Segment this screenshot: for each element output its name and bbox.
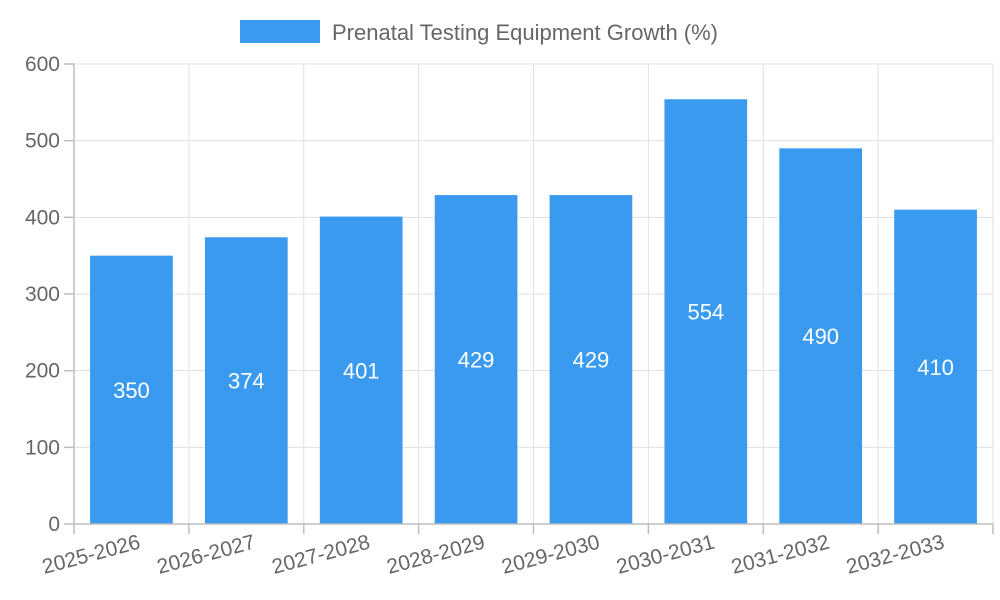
bar-2027-2028	[319, 216, 403, 525]
x-tick-label: 2032-2033	[844, 531, 947, 579]
y-tick-label: 0	[48, 513, 60, 536]
y-tick-label: 400	[25, 206, 60, 229]
x-tick-label: 2025-2026	[40, 531, 143, 579]
x-tick-label: 2029-2030	[499, 531, 602, 579]
x-tick-label: 2028-2029	[384, 531, 487, 579]
x-tick-label: 2026-2027	[155, 531, 258, 579]
bar-2030-2031	[664, 99, 748, 525]
bar-2031-2032	[779, 148, 863, 525]
bar-2025-2026	[90, 255, 173, 524]
bars	[90, 99, 977, 525]
legend: Prenatal Testing Equipment Growth (%)	[240, 20, 718, 45]
x-tick-label: 2030-2031	[614, 531, 717, 579]
data-label: 490	[802, 324, 839, 349]
x-tick-label: 2031-2032	[729, 531, 832, 579]
axes	[73, 64, 993, 525]
data-label: 401	[343, 358, 380, 383]
bar-2026-2027	[204, 237, 288, 524]
y-tick-label: 500	[25, 130, 60, 153]
x-tick-label: 2027-2028	[270, 531, 373, 579]
data-label: 429	[573, 348, 610, 373]
y-tick-label: 600	[25, 53, 60, 76]
data-label: 374	[228, 369, 265, 394]
bar-2029-2030	[549, 195, 633, 524]
bar-2032-2033	[894, 209, 977, 524]
data-label: 410	[917, 355, 954, 380]
legend-label: Prenatal Testing Equipment Growth (%)	[332, 20, 718, 45]
y-tick-label: 200	[25, 360, 60, 383]
data-label: 429	[458, 348, 495, 373]
data-label: 350	[113, 378, 150, 403]
bar-2028-2029	[434, 195, 518, 524]
legend-swatch	[240, 20, 320, 43]
y-tick-label: 300	[25, 283, 60, 306]
data-labels: 350 374 401 429 429 554 490 410	[113, 300, 954, 403]
data-label: 554	[687, 300, 724, 325]
y-tick-label: 100	[25, 436, 60, 459]
